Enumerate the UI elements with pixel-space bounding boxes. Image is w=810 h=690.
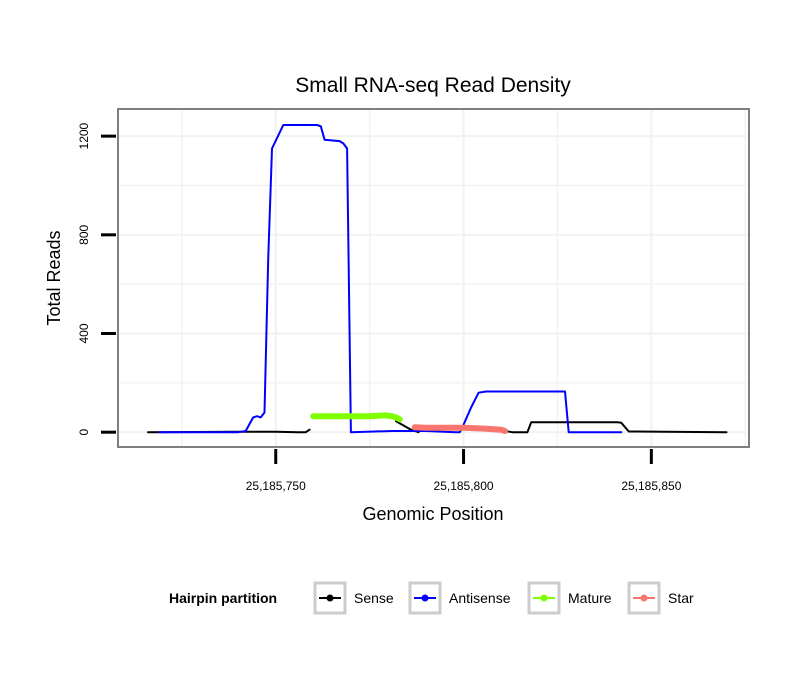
series-antisense-line bbox=[158, 124, 623, 434]
y-tick-label: 1200 bbox=[77, 122, 91, 149]
legend: Hairpin partition Sense Antisense Mature St… bbox=[169, 581, 694, 615]
x-tick-label: 25,185,800 bbox=[434, 479, 494, 493]
legend-entry-sense: Sense bbox=[313, 581, 394, 615]
grid-lines bbox=[118, 109, 749, 447]
x-axis-title: Genomic Position bbox=[362, 504, 503, 524]
plot-background bbox=[118, 109, 749, 447]
series-mature-line bbox=[310, 412, 403, 423]
plot-border bbox=[117, 108, 750, 448]
legend-key-point bbox=[540, 594, 548, 602]
x-tick-label: 25,185,850 bbox=[621, 479, 681, 493]
y-axis-title: Total Reads bbox=[44, 230, 64, 325]
legend-key-point bbox=[640, 594, 648, 602]
legend-entry-star: Star bbox=[627, 581, 694, 615]
series-sense-line bbox=[503, 421, 728, 434]
legend-entry-antisense: Antisense bbox=[408, 581, 511, 615]
legend-key-box bbox=[408, 581, 442, 615]
legend-label: Antisense bbox=[449, 590, 511, 606]
chart-title: Small RNA-seq Read Density bbox=[295, 74, 571, 97]
series-star-line bbox=[411, 424, 508, 434]
series-layer bbox=[147, 124, 728, 434]
legend-label: Mature bbox=[568, 590, 612, 606]
y-tick-label: 400 bbox=[77, 323, 91, 343]
legend-key-point bbox=[421, 594, 429, 602]
legend-label: Star bbox=[668, 590, 694, 606]
legend-entry-mature: Mature bbox=[527, 581, 612, 615]
y-tick-label: 0 bbox=[77, 429, 91, 436]
legend-title: Hairpin partition bbox=[169, 590, 277, 606]
y-tick-label: 800 bbox=[77, 224, 91, 244]
x-tick-label: 25,185,750 bbox=[246, 479, 306, 493]
legend-key-point bbox=[326, 594, 334, 602]
legend-label: Sense bbox=[354, 590, 394, 606]
y-axis: 0 400 800 1200 bbox=[77, 122, 116, 436]
x-axis: 25,185,750 25,185,800 25,185,850 bbox=[246, 449, 682, 493]
